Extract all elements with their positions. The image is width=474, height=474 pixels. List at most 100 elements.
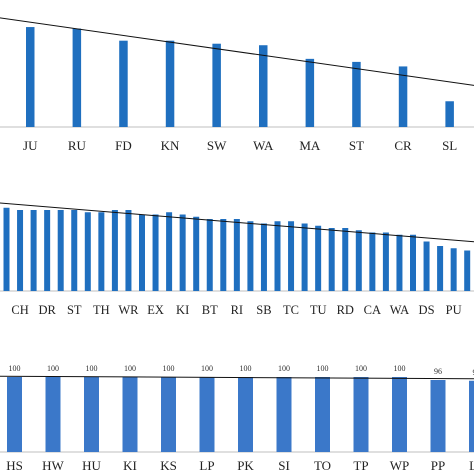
data-label: 100 [201, 364, 213, 373]
bar-item-20 [274, 221, 281, 291]
bar-item-34 [464, 250, 471, 291]
tick-label: RI [231, 303, 244, 317]
bar-bt [206, 219, 213, 291]
tick-label: PK [237, 458, 254, 473]
data-label: 96 [434, 367, 442, 376]
bar-wp [392, 377, 407, 452]
bar-hu [84, 377, 99, 452]
tick-label: RU [68, 138, 87, 153]
bar-item-26 [355, 230, 362, 291]
data-label: 100 [163, 364, 175, 373]
bar-ma [305, 58, 315, 127]
bar-item-32 [437, 246, 444, 291]
tick-label: LP [199, 458, 214, 473]
bar-sb [260, 223, 267, 291]
bar-item-18 [247, 221, 254, 291]
bar-lp [199, 377, 215, 452]
tick-label: CA [364, 303, 381, 317]
bar-item-2 [30, 210, 37, 291]
bar-ks [161, 377, 176, 452]
bar-fd [119, 40, 128, 127]
bar-ri [233, 219, 240, 291]
chart-panel-bottom: 100 100 100 100 100 100 100 100 100 100 100 96 95 HS H… [0, 364, 474, 473]
tick-label: HU [82, 458, 101, 473]
tick-label: LT [469, 458, 474, 473]
data-label: 100 [124, 364, 136, 373]
bar-tp [353, 377, 369, 452]
tick-label: TH [93, 303, 110, 317]
tick-label: HW [42, 458, 64, 473]
tick-label: TU [310, 303, 327, 317]
bar-st [352, 61, 361, 127]
bar-hs [7, 377, 22, 452]
bar-tu [315, 225, 322, 291]
tick-label: RD [337, 303, 354, 317]
bar-item-28 [382, 232, 389, 291]
bar-pu [450, 248, 457, 291]
chart-panel-middle: CH DR ST TH WR EX KI BT RI SB TC TU RD CA WA DS PU [0, 202, 474, 317]
bar-item-12 [166, 212, 173, 291]
data-label: 100 [86, 364, 98, 373]
tick-label: WA [390, 303, 409, 317]
bar-sl [445, 101, 454, 127]
trendline [0, 202, 474, 243]
chart-panel-top: JU RU FD KN SW WA MA ST CR SL [0, 17, 474, 153]
tick-label: TO [314, 458, 331, 473]
bar-ch [17, 210, 24, 291]
data-label: 100 [9, 364, 21, 373]
tick-label: MA [299, 138, 321, 153]
bar-item-24 [328, 228, 335, 291]
tick-label: KI [123, 458, 137, 473]
tick-label: SW [207, 138, 227, 153]
bar-item-8 [111, 210, 118, 291]
bar-si [276, 377, 292, 452]
bar-pk [238, 377, 253, 452]
data-label: 100 [317, 364, 329, 373]
tick-label: KI [176, 303, 189, 317]
tick-label: CH [11, 303, 28, 317]
bar-ki [179, 214, 186, 291]
tick-label: PP [431, 458, 445, 473]
tick-label: CR [394, 138, 412, 153]
tick-label: FD [115, 138, 132, 153]
bar-st [71, 210, 78, 291]
bar-ca [369, 232, 376, 291]
tick-label: EX [147, 303, 164, 317]
bar-ex [152, 214, 159, 291]
tick-label: WA [253, 138, 274, 153]
trendline [0, 375, 474, 380]
tick-label: PU [446, 303, 462, 317]
bar-kn [165, 40, 175, 127]
bar-hw [45, 377, 61, 452]
bar-lt [469, 380, 474, 452]
bar-pp [430, 380, 446, 452]
bar-wa [259, 45, 268, 128]
bar-cr [398, 66, 408, 127]
data-label: 100 [47, 364, 59, 373]
bar-ds [423, 241, 430, 291]
tick-label: SB [256, 303, 271, 317]
tick-label: ST [349, 138, 364, 153]
data-label: 100 [355, 364, 367, 373]
bar-item-16 [220, 219, 227, 291]
bar-item-10 [139, 214, 145, 291]
tick-label: KN [161, 138, 180, 153]
bar-sw [212, 43, 221, 127]
bar-item-6 [84, 212, 91, 291]
bar-rd [342, 228, 349, 291]
bar-item-14 [193, 216, 200, 291]
tick-label: TC [283, 303, 299, 317]
bar-to [315, 377, 330, 452]
tick-label: JU [23, 138, 38, 153]
bar-item-22 [301, 223, 308, 291]
bar-wa [396, 234, 403, 291]
tick-label: WR [118, 303, 139, 317]
data-label: 100 [240, 364, 252, 373]
tick-label: SL [442, 138, 457, 153]
bar-wr [125, 210, 132, 291]
tick-label: DS [419, 303, 435, 317]
bar-item-0 [3, 207, 10, 291]
bar-th [98, 212, 105, 291]
bar-ki [122, 377, 138, 452]
